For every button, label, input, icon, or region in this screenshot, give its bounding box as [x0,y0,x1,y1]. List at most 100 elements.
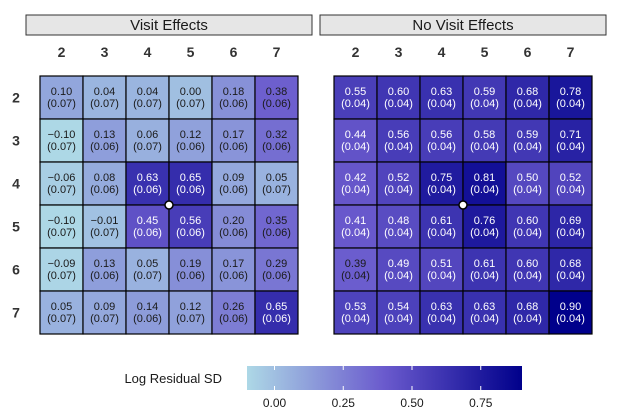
cell-se: (0.07) [133,98,162,110]
legend-colorbar [247,366,522,390]
cell-value: 0.65 [180,172,201,184]
cell-se: (0.04) [427,141,456,153]
cell-se: (0.07) [47,270,76,282]
cell-value: 0.53 [345,301,366,313]
cell-se: (0.07) [47,98,76,110]
row-label: 5 [12,219,20,235]
cell-se: (0.04) [427,270,456,282]
heatmap-cell [419,118,464,163]
heatmap-cell [211,247,256,292]
cell-value: 0.14 [137,301,158,313]
cell-value: 0.56 [431,129,452,141]
cell-value: 0.63 [137,172,158,184]
cell-se: (0.06) [262,270,291,282]
cell-value: 0.29 [266,258,287,270]
no-visit-effects-col-label: 6 [524,44,532,60]
cell-se: (0.04) [470,313,499,325]
cell-value: 0.17 [223,129,244,141]
cell-se: (0.04) [341,313,370,325]
heatmap-cell [548,161,593,206]
cell-se: (0.06) [133,227,162,239]
row-label: 3 [12,133,20,149]
cell-value: 0.19 [180,258,201,270]
visit-effects-col-label: 7 [273,44,281,60]
cell-se: (0.06) [90,184,119,196]
row-label: 7 [12,305,20,321]
heatmap-cell [254,204,299,249]
cell-se: (0.06) [219,184,248,196]
cell-se: (0.04) [556,141,585,153]
heatmap-cell [333,290,378,335]
cell-value: 0.18 [223,86,244,98]
heatmap-cell [125,204,170,249]
cell-se: (0.04) [556,184,585,196]
heatmap-cell [211,290,256,335]
cell-value: 0.04 [94,86,115,98]
heatmap-cell [548,118,593,163]
cell-se: (0.06) [219,270,248,282]
cell-se: (0.04) [341,141,370,153]
cell-value: 0.65 [266,301,287,313]
cell-value: 0.61 [431,215,452,227]
legend-tick-label: 0.25 [332,396,356,410]
heatmap-cell [39,247,84,292]
heatmap-cell [505,290,550,335]
no-visit-effects-col-label: 3 [395,44,403,60]
cell-value: 0.20 [223,215,244,227]
cell-se: (0.06) [90,270,119,282]
cell-se: (0.06) [262,227,291,239]
row-label: 4 [12,176,20,192]
heatmap-cell [333,247,378,292]
row-label: 6 [12,262,20,278]
cell-value: 0.55 [345,86,366,98]
no-visit-effects-col-label: 5 [481,44,489,60]
visit-effects-col-label: 6 [230,44,238,60]
cell-value: 0.68 [517,86,538,98]
cell-value: 0.32 [266,129,287,141]
cell-se: (0.07) [47,227,76,239]
heatmap-cell [376,290,421,335]
visit-effects-title: Visit Effects [130,17,208,34]
cell-value: 0.45 [137,215,158,227]
cell-value: 0.09 [223,172,244,184]
cell-value: 0.05 [51,301,72,313]
cell-se: (0.04) [513,184,542,196]
no-visit-effects-col-label: 7 [567,44,575,60]
cell-se: (0.06) [262,98,291,110]
cell-se: (0.06) [219,227,248,239]
cell-se: (0.04) [384,98,413,110]
cell-se: (0.06) [262,313,291,325]
cell-se: (0.06) [176,270,205,282]
cell-se: (0.04) [427,184,456,196]
cell-se: (0.04) [384,184,413,196]
cell-se: (0.04) [556,270,585,282]
cell-se: (0.04) [341,184,370,196]
cell-value: 0.04 [137,86,158,98]
cell-value: 0.63 [431,86,452,98]
cell-value: 0.10 [51,86,72,98]
cell-value: 0.50 [517,172,538,184]
row-label: 2 [12,90,20,106]
heatmap-cell [462,204,507,249]
cell-se: (0.06) [219,98,248,110]
legend-tick-label: 0.75 [469,396,493,410]
cell-value: 0.63 [431,301,452,313]
cell-value: 0.06 [137,129,158,141]
cell-se: (0.07) [176,313,205,325]
legend-tick-label: 0.00 [263,396,287,410]
no-visit-effects-title: No Visit Effects [412,17,513,34]
cell-se: (0.06) [176,184,205,196]
cell-value: 0.05 [266,172,287,184]
cell-se: (0.07) [133,141,162,153]
cell-value: 0.52 [388,172,409,184]
cell-value: 0.12 [180,301,201,313]
heatmap-cell [505,75,550,120]
cell-value: 0.61 [474,258,495,270]
cell-value: 0.38 [266,86,287,98]
heatmap-cell [548,204,593,249]
cell-se: (0.07) [262,184,291,196]
heatmap-cell [82,161,127,206]
cell-value: 0.26 [223,301,244,313]
heatmap-cell [82,247,127,292]
cell-se: (0.04) [384,313,413,325]
